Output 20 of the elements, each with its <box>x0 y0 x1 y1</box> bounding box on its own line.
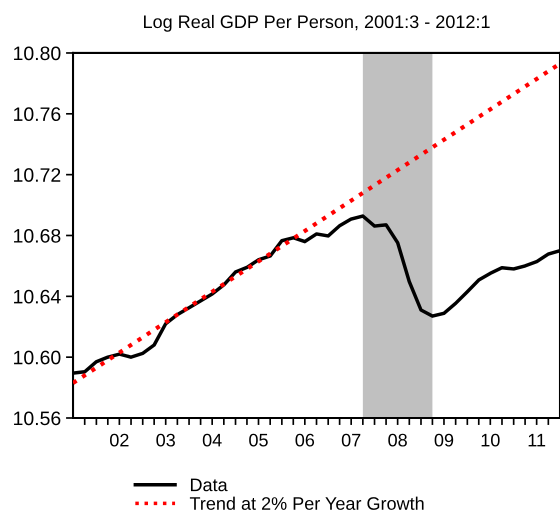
y-tick-label: 10.56 <box>14 411 60 426</box>
y-tick-label: 10.72 <box>14 168 60 182</box>
y-tick-label: 10.64 <box>14 290 61 304</box>
x-tick-label: 02 <box>110 434 128 447</box>
chart-title: Log Real GDP Per Person, 2001:3 - 2012:1 <box>144 14 490 32</box>
legend-label: Data <box>190 478 228 492</box>
x-tick-label: 05 <box>249 434 268 447</box>
x-tick-label: 11 <box>528 434 546 446</box>
y-tick-label: 10.68 <box>14 228 60 243</box>
x-tick-label: 09 <box>434 434 454 447</box>
y-tick-label: 10.60 <box>14 350 60 364</box>
y-tick-label: 10.76 <box>14 107 60 122</box>
x-tick-label: 08 <box>388 434 407 447</box>
x-tick-label: 10 <box>482 434 500 447</box>
x-tick-label: 03 <box>156 434 175 447</box>
x-tick-label: 06 <box>295 434 314 447</box>
x-tick-label: 04 <box>202 434 222 447</box>
y-tick-label: 10.80 <box>14 46 60 60</box>
x-tick-label: 07 <box>342 434 360 447</box>
legend-label: Trend at 2% Per Year Growth <box>190 496 424 510</box>
